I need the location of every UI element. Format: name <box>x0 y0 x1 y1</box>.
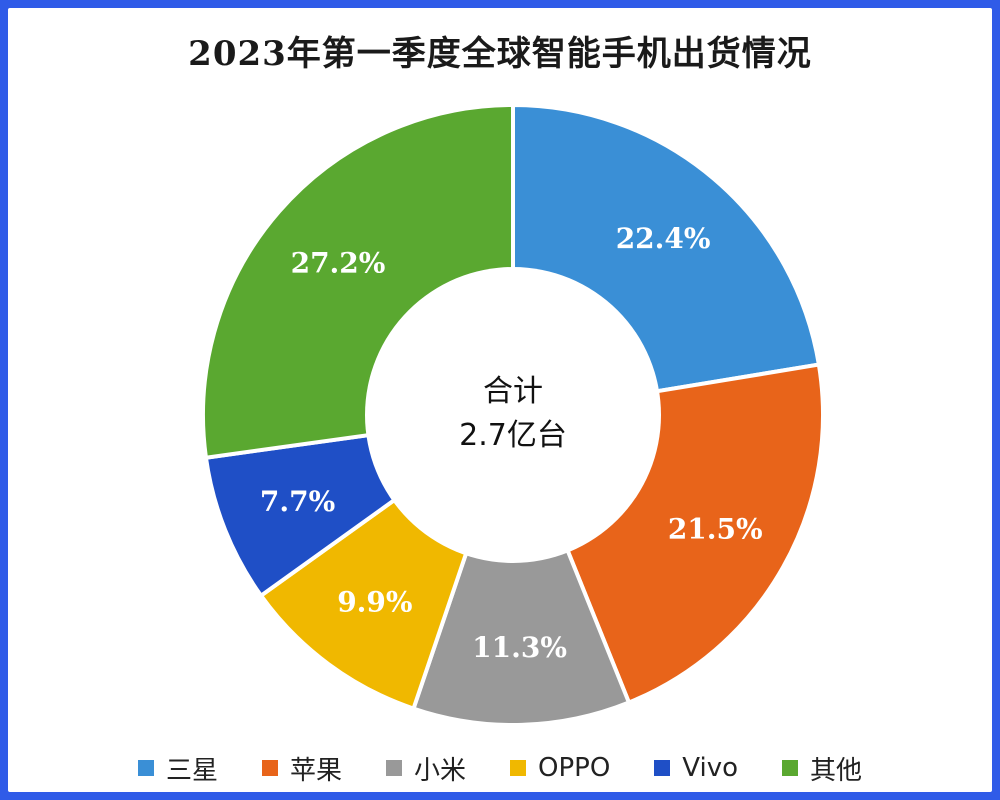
slice-xiaomi <box>410 409 632 727</box>
legend-label: 小米 <box>413 755 466 786</box>
legend-label: 苹果 <box>289 755 342 786</box>
legend-item-oppo: OPPO <box>510 753 610 783</box>
legend-swatch <box>654 760 671 776</box>
legend-swatch <box>385 760 402 776</box>
donut-chart: 22.4% 21.5% 11.3% 9.9% 7.7% 27.2% 合计 2.7亿台 <box>201 102 825 727</box>
slice-label-xiaomi: 11.3% <box>472 631 567 664</box>
slice-label-samsung: 22.4% <box>616 222 711 255</box>
slice-label-oppo: 9.9% <box>337 585 412 618</box>
legend-label: 三星 <box>165 755 218 786</box>
slice-label-others: 27.2% <box>291 247 386 280</box>
legend-item-xiaomi: 小米 <box>385 750 466 787</box>
center-label-line1: 合计 <box>483 374 543 409</box>
legend-item-apple: 苹果 <box>261 750 342 787</box>
legend-item-vivo: Vivo <box>654 753 738 783</box>
legend-item-samsung: 三星 <box>137 750 218 787</box>
chart-frame: 2023年第一季度全球智能手机出货情况 22.4% 21.5% 11.3% 9.9% 7… <box>8 8 992 792</box>
legend-item-others: 其他 <box>782 750 862 787</box>
chart-title: 2023年第一季度全球智能手机出货情况 <box>188 34 812 74</box>
legend-label: OPPO <box>538 753 611 783</box>
legend-swatch <box>261 760 278 776</box>
legend-label: 其他 <box>810 755 863 786</box>
legend: 三星 苹果 小米 OPPO Vivo 其他 <box>8 750 992 786</box>
legend-swatch <box>510 760 526 776</box>
legend-swatch <box>782 760 799 776</box>
legend-label: Vivo <box>682 753 739 783</box>
slice-label-apple: 21.5% <box>668 513 763 546</box>
center-label-line2: 2.7亿台 <box>459 418 567 453</box>
slice-label-vivo: 7.7% <box>260 485 335 518</box>
legend-swatch <box>137 760 154 776</box>
donut-hole <box>365 267 661 563</box>
